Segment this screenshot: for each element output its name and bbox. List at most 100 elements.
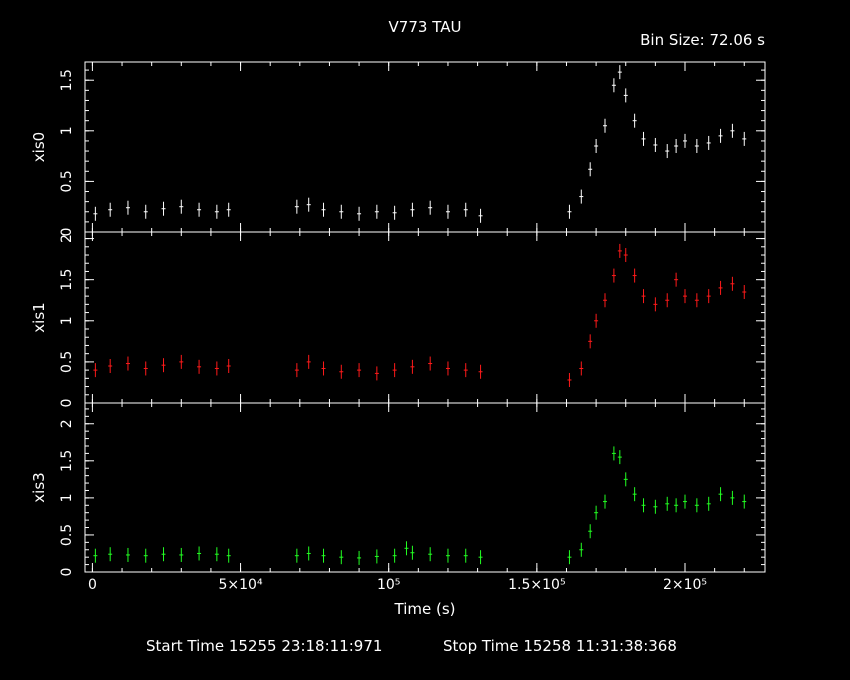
data-point-xis1: [579, 361, 584, 376]
data-point-xis1: [143, 361, 148, 376]
data-point-xis0: [179, 199, 184, 214]
data-point-xis1: [179, 354, 184, 369]
data-point-xis0: [683, 133, 687, 148]
data-point-xis0: [617, 65, 622, 80]
data-point-xis1: [603, 293, 607, 308]
data-point-xis1: [478, 364, 483, 379]
data-point-xis3: [357, 550, 362, 565]
y-tick-label-xis3: 1.5: [59, 450, 75, 472]
data-point-xis0: [93, 206, 98, 221]
x-tick-label: 1.5×10⁵: [508, 577, 565, 593]
data-point-xis1: [321, 361, 326, 376]
y-tick-label-xis0: 0: [59, 228, 75, 237]
data-point-xis0: [410, 202, 415, 217]
y-tick-label-xis1: 1.5: [59, 269, 75, 291]
data-point-xis0: [143, 204, 148, 219]
data-point-xis3: [339, 550, 344, 565]
data-point-xis3: [706, 496, 711, 511]
data-point-xis0: [611, 78, 616, 93]
data-point-xis1: [294, 363, 299, 378]
data-point-xis1: [445, 361, 450, 376]
data-point-xis3: [410, 545, 415, 560]
panel-xis3: 0 0.5 1 1.5 2 xis3: [30, 402, 766, 576]
data-point-xis0: [339, 204, 344, 219]
y-tick-label-xis0: 1.5: [59, 69, 75, 91]
data-point-xis0: [594, 138, 599, 153]
data-point-xis1: [374, 366, 379, 381]
data-point-xis3: [594, 505, 599, 520]
data-point-xis3: [306, 546, 311, 561]
data-point-xis3: [214, 547, 219, 562]
data-point-xis0: [392, 205, 397, 220]
x-axis-label: Time (s): [394, 600, 456, 618]
panels-group: 0 0.5 1 1.5 xis0 0 0.5 1 1.5 2 xis1 0 0.5 1 1.5 2 xis3: [30, 61, 766, 576]
data-point-xis3: [392, 548, 397, 563]
data-point-xis1: [226, 359, 231, 374]
data-point-xis0: [641, 131, 646, 146]
y-tick-label-xis1: 2: [59, 234, 75, 243]
data-point-xis1: [463, 363, 468, 378]
data-point-xis1: [93, 363, 98, 378]
y-axis-label-xis0: xis0: [30, 132, 48, 162]
data-point-xis0: [588, 162, 593, 177]
data-point-xis0: [161, 201, 166, 216]
x-tick-label: 10⁵: [377, 577, 400, 593]
data-point-xis0: [674, 138, 679, 153]
data-point-xis3: [632, 487, 637, 502]
data-point-xis1: [339, 364, 344, 379]
data-point-xis1: [706, 289, 711, 304]
data-point-xis0: [214, 204, 219, 219]
data-point-xis3: [404, 541, 409, 556]
data-point-xis1: [718, 280, 723, 295]
data-point-xis1: [161, 358, 166, 373]
y-tick-label-xis1: 0.5: [59, 351, 75, 373]
data-point-xis3: [445, 548, 450, 563]
x-tick-label: 2×10⁵: [663, 577, 707, 593]
data-point-xis3: [428, 547, 433, 562]
data-point-xis3: [623, 472, 628, 487]
data-point-xis0: [623, 88, 628, 103]
data-point-xis1: [108, 359, 113, 374]
data-point-xis3: [226, 548, 231, 563]
data-point-xis1: [674, 272, 679, 287]
y-tick-label-xis3: 0.5: [59, 524, 75, 546]
data-point-xis0: [294, 199, 299, 214]
stop-time-label: Stop Time 15258 11:31:38:368: [443, 637, 677, 655]
data-point-xis0: [321, 202, 326, 217]
data-point-xis3: [694, 498, 699, 513]
data-point-xis3: [125, 547, 130, 562]
data-point-xis3: [478, 550, 483, 565]
data-point-xis3: [294, 548, 299, 563]
data-point-xis1: [617, 243, 622, 258]
data-point-xis0: [197, 202, 202, 217]
y-tick-label-xis0: 1: [59, 126, 75, 135]
data-point-xis1: [623, 248, 628, 263]
data-point-xis3: [730, 490, 735, 505]
panel-xis1: 0 0.5 1 1.5 2 xis1: [30, 231, 766, 407]
data-point-xis3: [567, 550, 572, 565]
data-point-xis1: [742, 285, 747, 300]
data-point-xis0: [108, 202, 113, 217]
data-point-xis1: [357, 363, 362, 378]
data-point-xis3: [179, 547, 184, 562]
data-point-xis0: [428, 200, 433, 215]
data-point-xis3: [463, 548, 468, 563]
data-point-xis3: [718, 487, 723, 502]
data-point-xis0: [706, 135, 711, 150]
data-point-xis3: [143, 548, 148, 563]
data-point-xis1: [632, 268, 637, 283]
data-point-xis1: [641, 289, 646, 304]
data-point-xis3: [579, 542, 584, 557]
panel-frame-xis3: [84, 402, 766, 573]
bin-size-label: Bin Size: 72.06 s: [640, 31, 765, 49]
data-point-xis3: [617, 450, 622, 465]
data-point-xis3: [588, 524, 593, 539]
data-point-xis0: [374, 204, 379, 219]
data-point-xis0: [463, 202, 468, 217]
data-point-xis1: [694, 293, 699, 308]
data-point-xis3: [641, 498, 646, 513]
data-point-xis0: [357, 206, 362, 221]
data-point-xis1: [588, 334, 593, 349]
data-point-xis0: [665, 144, 670, 159]
